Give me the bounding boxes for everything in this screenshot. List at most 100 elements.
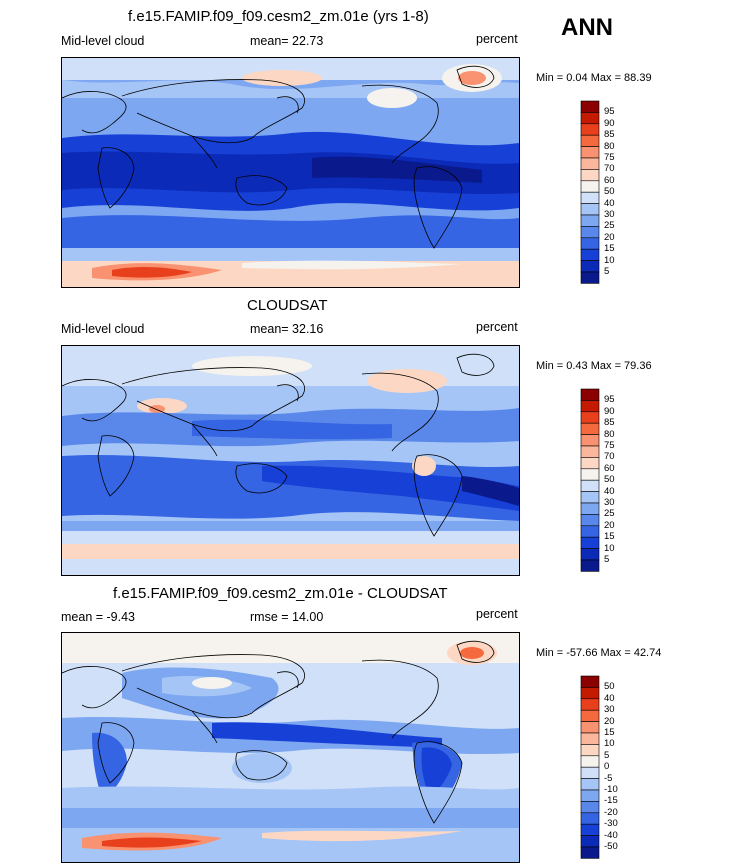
colorbar-swatch bbox=[580, 226, 600, 239]
colorbar-swatch bbox=[580, 237, 600, 250]
colorbar-swatch bbox=[580, 536, 600, 549]
panel-2-variable: Mid-level cloud bbox=[61, 322, 145, 336]
colorbar-tick-label: 80 bbox=[604, 140, 615, 152]
panel-2-colorbar bbox=[580, 388, 600, 572]
panel-2-map-svg bbox=[62, 346, 519, 575]
panel-3-colorbar bbox=[580, 675, 600, 859]
colorbar-tick-label: -15 bbox=[604, 795, 618, 807]
colorbar-swatch bbox=[580, 502, 600, 515]
panel-2-minmax: Min = 0.43 Max = 79.36 bbox=[536, 360, 652, 372]
colorbar-tick-label: -5 bbox=[604, 772, 613, 784]
colorbar-swatch bbox=[580, 698, 600, 711]
colorbar-tick-label: 20 bbox=[604, 715, 615, 727]
panel-3-rmse: rmse = 14.00 bbox=[250, 610, 324, 624]
colorbar-tick-label: 50 bbox=[604, 681, 615, 693]
colorbar-swatch bbox=[580, 514, 600, 527]
colorbar-tick-label: 15 bbox=[604, 243, 615, 255]
panel-3-minmax: Min = -57.66 Max = 42.74 bbox=[536, 647, 662, 659]
colorbar-swatch bbox=[580, 835, 600, 848]
panel-1-map bbox=[61, 57, 520, 288]
panel-1-units: percent bbox=[476, 32, 518, 46]
colorbar-swatch bbox=[580, 687, 600, 700]
panel-2-mean: mean= 32.16 bbox=[250, 322, 324, 336]
colorbar-swatch bbox=[580, 721, 600, 734]
colorbar-tick-label: 60 bbox=[604, 174, 615, 186]
colorbar-swatch bbox=[580, 823, 600, 836]
colorbar-swatch bbox=[580, 203, 600, 216]
colorbar-swatch bbox=[580, 260, 600, 273]
colorbar-tick-label: 75 bbox=[604, 152, 615, 163]
colorbar-tick-label: 75 bbox=[604, 440, 615, 451]
colorbar-tick-label: 50 bbox=[604, 474, 615, 486]
colorbar-swatch bbox=[580, 744, 600, 757]
panel-1-map-svg bbox=[62, 58, 519, 287]
colorbar-tick-label: 5 bbox=[604, 266, 610, 277]
colorbar-swatch bbox=[580, 675, 600, 688]
colorbar-tick-label: 5 bbox=[604, 554, 610, 565]
panel-3-units: percent bbox=[476, 607, 518, 621]
colorbar-tick-label: 90 bbox=[604, 405, 615, 417]
panel-3-title: f.e15.FAMIP.f09_f09.cesm2_zm.01e - CLOUD… bbox=[113, 585, 448, 602]
colorbar-swatch bbox=[580, 134, 600, 147]
colorbar-tick-label: 25 bbox=[604, 508, 615, 520]
colorbar-swatch bbox=[580, 248, 600, 261]
panel-1-title: f.e15.FAMIP.f09_f09.cesm2_zm.01e (yrs 1-… bbox=[128, 8, 429, 25]
colorbar-swatch bbox=[580, 709, 600, 722]
colorbar-tick-label: 30 bbox=[604, 497, 615, 508]
colorbar-tick-label: 30 bbox=[604, 209, 615, 220]
colorbar-swatch bbox=[580, 559, 600, 572]
colorbar-swatch bbox=[580, 388, 600, 401]
colorbar-swatch bbox=[580, 191, 600, 204]
colorbar-tick-label: -20 bbox=[604, 806, 618, 818]
colorbar-tick-label: -50 bbox=[604, 841, 618, 852]
colorbar-swatch bbox=[580, 812, 600, 825]
colorbar-swatch bbox=[580, 400, 600, 413]
colorbar-tick-label: 60 bbox=[604, 462, 615, 474]
colorbar-swatch bbox=[580, 801, 600, 814]
colorbar-tick-label: 40 bbox=[604, 197, 615, 209]
panel-2-units: percent bbox=[476, 320, 518, 334]
panel-3-mean: mean = -9.43 bbox=[61, 610, 136, 624]
panel-1-mean: mean= 22.73 bbox=[250, 34, 324, 48]
colorbar-swatch bbox=[580, 169, 600, 182]
colorbar-tick-label: 25 bbox=[604, 220, 615, 232]
colorbar-swatch bbox=[580, 146, 600, 159]
panel-3-map-svg bbox=[62, 633, 519, 862]
colorbar-swatch bbox=[580, 411, 600, 424]
colorbar-tick-label: 30 bbox=[604, 704, 615, 716]
colorbar-tick-label: 80 bbox=[604, 428, 615, 440]
colorbar-tick-label: 15 bbox=[604, 727, 615, 738]
colorbar-tick-label: 95 bbox=[604, 394, 615, 406]
colorbar-swatch bbox=[580, 778, 600, 791]
colorbar-swatch bbox=[580, 180, 600, 193]
season-label: ANN bbox=[561, 14, 613, 41]
panel-1-variable: Mid-level cloud bbox=[61, 34, 145, 48]
colorbar-tick-label: 50 bbox=[604, 186, 615, 198]
colorbar-swatch bbox=[580, 491, 600, 504]
colorbar-swatch bbox=[580, 123, 600, 136]
colorbar-swatch bbox=[580, 479, 600, 492]
colorbar-swatch bbox=[580, 525, 600, 538]
colorbar-swatch bbox=[580, 445, 600, 458]
colorbar-swatch bbox=[580, 422, 600, 435]
colorbar-swatch bbox=[580, 112, 600, 125]
colorbar-tick-label: 10 bbox=[604, 542, 615, 554]
colorbar-tick-label: 5 bbox=[604, 749, 610, 761]
colorbar-tick-label: 40 bbox=[604, 485, 615, 497]
colorbar-swatch bbox=[580, 755, 600, 768]
panel-3-map bbox=[61, 632, 520, 863]
colorbar-tick-label: 10 bbox=[604, 254, 615, 266]
colorbar-swatch bbox=[580, 846, 600, 859]
colorbar-swatch bbox=[580, 100, 600, 113]
colorbar-tick-label: 20 bbox=[604, 231, 615, 243]
colorbar-tick-label: -10 bbox=[604, 784, 618, 795]
colorbar-tick-label: 90 bbox=[604, 117, 615, 129]
colorbar-tick-label: 40 bbox=[604, 692, 615, 704]
colorbar-tick-label: 15 bbox=[604, 531, 615, 543]
colorbar-tick-label: 85 bbox=[604, 129, 615, 141]
colorbar-tick-label: 0 bbox=[604, 761, 610, 773]
colorbar-swatch bbox=[580, 271, 600, 284]
colorbar-tick-label: -40 bbox=[604, 829, 618, 841]
colorbar-tick-label: 20 bbox=[604, 519, 615, 531]
colorbar-swatch bbox=[580, 457, 600, 470]
